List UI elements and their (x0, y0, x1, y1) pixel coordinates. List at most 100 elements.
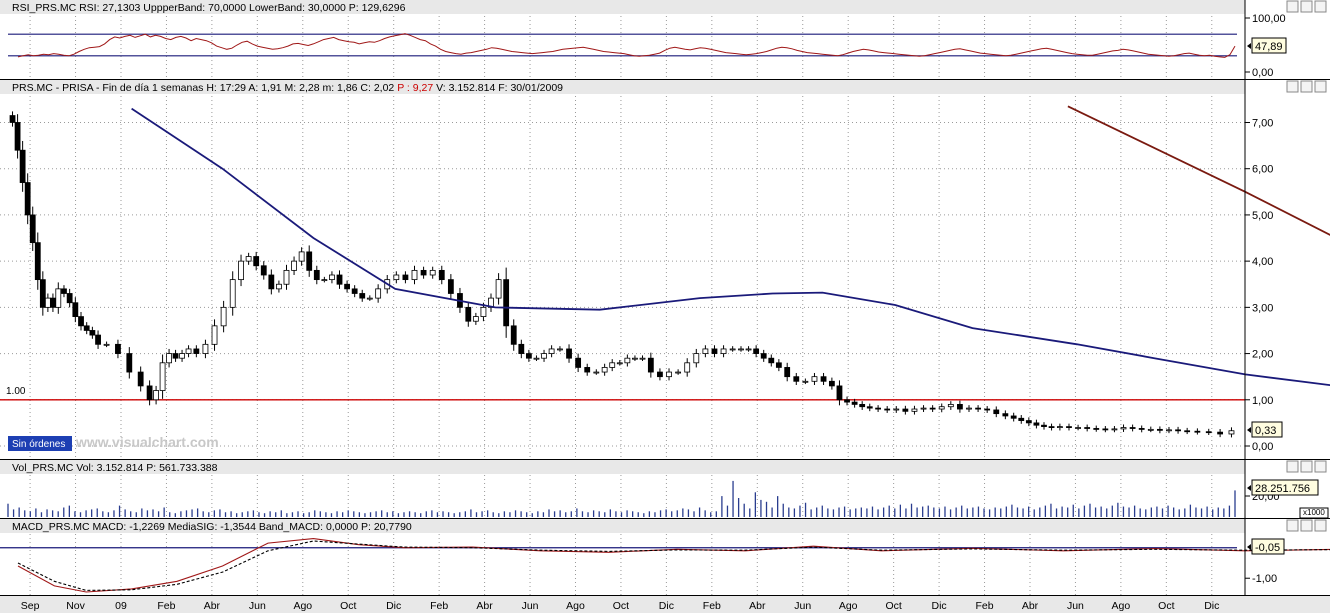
candle-body (220, 306, 227, 327)
candle-body (172, 353, 179, 359)
x-tick-label: Dic (932, 600, 947, 612)
candle-body (548, 348, 555, 354)
x-tick-label: Dic (1204, 600, 1219, 612)
x-axis: Sep Nov 09 Feb Abr Jun Ago Oct Dic Feb Abr Jun Ago Oc… (21, 600, 1220, 612)
candle-body (947, 404, 954, 408)
candle-body (575, 357, 582, 368)
candle-body (306, 251, 313, 271)
candle-body (729, 348, 736, 351)
x-tick-label: Jun (522, 600, 539, 612)
x-tick-label: Oct (1158, 600, 1174, 612)
y-tick-label: 4,00 (1252, 256, 1273, 268)
candle-body (593, 371, 600, 374)
candle-body (639, 357, 646, 360)
rsi-value-label: 47,89 (1255, 41, 1283, 53)
candle-body (495, 279, 502, 299)
ma-long-line (1067, 105, 1330, 236)
volume-multiplier: x1000 (1303, 508, 1325, 517)
candle-body (193, 348, 200, 354)
candle-body (851, 401, 858, 405)
candle-body (1205, 431, 1212, 434)
candle-body (533, 357, 540, 360)
x-tick-label: Abr (1022, 600, 1039, 612)
candle-body (984, 408, 991, 411)
x-tick-label: Oct (885, 600, 901, 612)
grid-lines (0, 16, 1245, 595)
candle-body (911, 408, 918, 412)
candle-body (24, 182, 31, 216)
candle-body (137, 371, 144, 387)
candle-body (775, 362, 782, 368)
candle-body (702, 348, 709, 354)
candle-body (820, 376, 827, 382)
candle-body (61, 288, 67, 294)
candle-body (447, 279, 454, 294)
candle-body (844, 399, 850, 403)
candle-body (202, 343, 209, 354)
candle-body (828, 380, 835, 387)
x-tick-label: Oct (340, 600, 356, 612)
candle-body (44, 297, 51, 308)
candle-body (601, 367, 608, 373)
price-header-part: PRS.MC - PRISA - Fin de día 1 semanas H:… (12, 82, 397, 94)
volume-panel-buttons (1286, 460, 1327, 473)
candle-body (313, 269, 320, 281)
candle-body (1194, 430, 1201, 433)
panel-buttons[interactable] (1286, 0, 1327, 532)
x-tick-label: Ago (566, 600, 585, 612)
candle-body (9, 115, 16, 123)
candle-body (657, 371, 663, 378)
candle-body (66, 293, 73, 304)
candle-body (1075, 427, 1081, 429)
orders-badge[interactable] (8, 436, 72, 451)
candle-body (1156, 428, 1163, 431)
candle-body (72, 302, 79, 317)
candle-body (166, 353, 172, 364)
candle-body (29, 214, 36, 244)
rsi-value-label-pointer (1247, 43, 1251, 49)
candle-body (19, 149, 26, 183)
candle-body (738, 348, 744, 351)
x-tick-label: Dic (386, 600, 401, 612)
candle-body (893, 408, 900, 411)
candle-body (711, 348, 718, 354)
candle-body (859, 404, 866, 408)
y-tick-label: 2,00 (1252, 349, 1273, 361)
candle-body (14, 122, 21, 151)
candle-body (429, 269, 436, 276)
watermark: www.visualchart.com (75, 434, 219, 450)
x-tick-label: Abr (749, 600, 766, 612)
candle-body (238, 260, 244, 281)
macd-value-label-pointer (1247, 544, 1251, 550)
candle-body (375, 288, 382, 299)
candle-body (503, 279, 510, 327)
price-header: PRS.MC - PRISA - Fin de día 1 semanas H:… (12, 82, 563, 94)
volume-value-label-box (1251, 479, 1319, 496)
candle-body (336, 274, 343, 285)
x-tick-label: Abr (204, 600, 221, 612)
volume-value-label: 28.251.756 (1255, 483, 1310, 495)
candle-body (472, 316, 479, 322)
macd-value-label: -0,05 (1255, 542, 1280, 554)
price-annotations: 1.00 Sin órdenes www.visualchart.com (6, 386, 219, 451)
candle-body (159, 362, 166, 391)
rsi-line (17, 33, 1236, 58)
x-tick-label: Oct (613, 600, 629, 612)
y-tick-label: 6,00 (1252, 164, 1273, 176)
candle-body (480, 306, 487, 317)
candle-body (260, 265, 267, 276)
x-tick-label: Abr (476, 600, 493, 612)
x-tick-label: Feb (975, 600, 993, 612)
candle-body (321, 279, 328, 282)
candle-body (115, 343, 121, 354)
series-layer (0, 33, 1330, 593)
price-value-label: 0,33 (1255, 425, 1276, 437)
candle-body (920, 407, 927, 410)
macd-header: MACD_PRS.MC MACD: -1,2269 MediaSIG: -1,3… (12, 521, 412, 533)
candle-body (465, 306, 472, 322)
candle-body (103, 343, 110, 346)
x-tick-label: Feb (703, 600, 721, 612)
x-tick-label: Jun (1067, 600, 1084, 612)
candle-body (344, 283, 350, 290)
